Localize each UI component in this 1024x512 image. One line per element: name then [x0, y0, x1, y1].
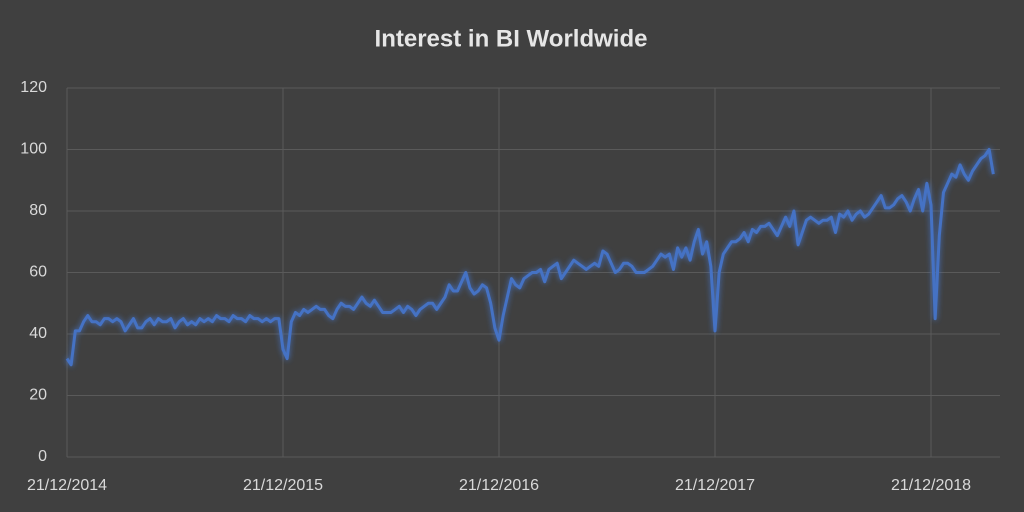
x-tick-label: 21/12/2018 [891, 477, 971, 494]
y-tick-label: 40 [29, 325, 47, 342]
y-tick-label: 20 [29, 387, 47, 404]
y-tick-label: 120 [20, 79, 47, 96]
x-tick-label: 21/12/2015 [243, 477, 323, 494]
y-tick-label: 60 [29, 264, 47, 281]
x-tick-label: 21/12/2016 [459, 477, 539, 494]
x-tick-label: 21/12/2017 [675, 477, 755, 494]
y-tick-label: 80 [29, 202, 47, 219]
x-tick-label: 21/12/2014 [27, 477, 107, 494]
line-series [65, 148, 995, 367]
y-tick-label: 100 [20, 141, 47, 158]
y-tick-label: 0 [38, 448, 47, 465]
chart-title: Interest in BI Worldwide [375, 25, 648, 52]
